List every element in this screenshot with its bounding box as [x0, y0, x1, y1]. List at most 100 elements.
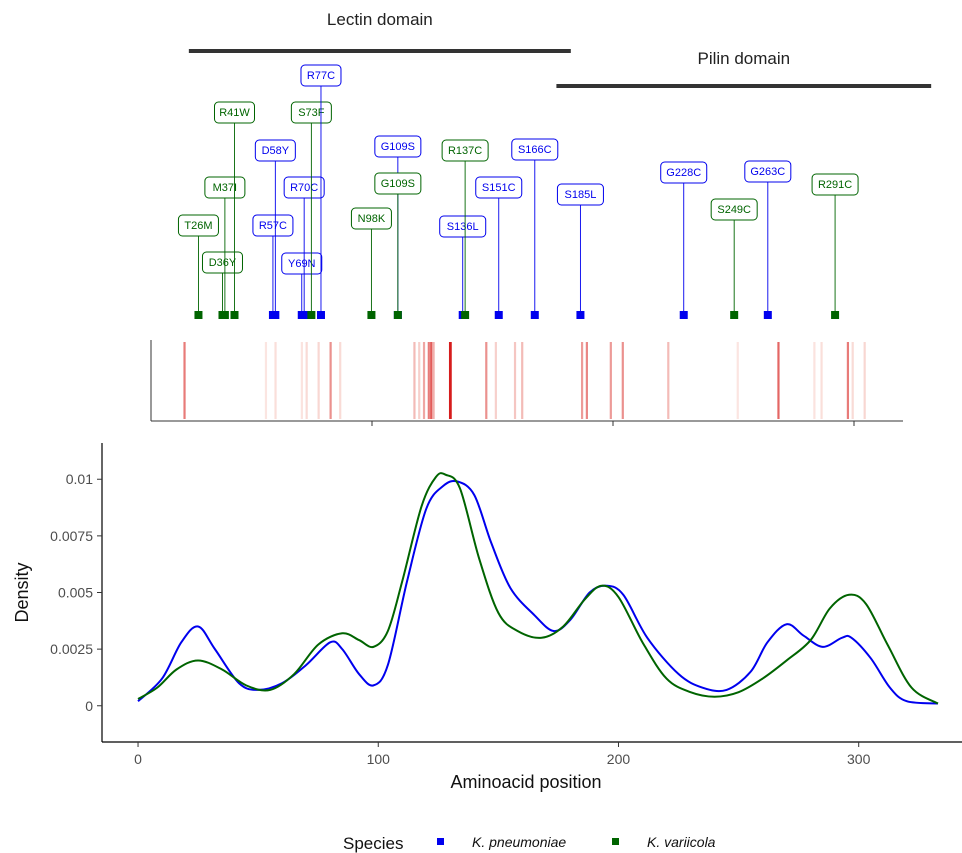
mutation-label: S73F [298, 107, 325, 119]
mutation-label: D58Y [262, 145, 290, 157]
mutation-label: N98K [358, 213, 386, 225]
mutation-point-k-variicola [220, 311, 229, 319]
mutation-point-k-variicola [831, 311, 840, 319]
mutation-label-box [475, 176, 523, 199]
mutation-label-box [283, 176, 325, 199]
heatmap-band [521, 342, 524, 419]
heatmap-band [317, 342, 320, 419]
heatmap-band [580, 342, 584, 419]
mutation-point-k-variicola [230, 311, 239, 319]
legend-key-k-variicola [612, 838, 619, 845]
y-tick-label: 0.0025 [50, 641, 93, 657]
heatmap-band [609, 342, 612, 419]
mutation-label: R291C [818, 179, 852, 191]
mutation-label: S166C [518, 144, 552, 156]
mutation-label-box [441, 139, 489, 162]
heatmap-band [418, 342, 421, 419]
annotation-panel: Lectin domain Pilin domain T26M D36Y M37I R41… [177, 10, 932, 319]
heatmap-band [274, 342, 277, 419]
mutation-label: D36Y [209, 257, 237, 269]
mutation-label: S249C [717, 204, 751, 216]
x-tick-label: 300 [847, 751, 871, 767]
mutation-label-box [744, 160, 792, 183]
heatmap-band [264, 342, 268, 419]
x-axis-title: Aminoacid position [450, 772, 601, 792]
mutation-label: R41W [219, 107, 250, 119]
y-tick-label: 0.005 [58, 585, 93, 601]
mutation-label: R57C [259, 220, 287, 232]
mutation-label: S151C [482, 182, 516, 194]
mutation-label-box [374, 135, 422, 158]
mutation-label: S185L [565, 189, 597, 201]
heatmap-band [339, 342, 342, 419]
heatmap-band [422, 342, 426, 419]
y-tick-label: 0.01 [66, 471, 93, 487]
mutation-label: G228C [666, 167, 701, 179]
heatmap-band [448, 342, 452, 419]
domain-label-pilin-domain: Pilin domain [697, 49, 790, 68]
mutation-label-box [556, 183, 604, 206]
mutation-point-k-pneumoniae [271, 311, 280, 319]
mutation-point-k-variicola [461, 311, 470, 319]
mutation-label-box [710, 198, 758, 221]
mutation-point-k-variicola [367, 311, 376, 319]
heatmap-band [494, 342, 497, 419]
mutation-point-k-pneumoniae [763, 311, 772, 319]
mutation-label-box [660, 161, 708, 184]
mutation-label-box [374, 172, 422, 195]
legend: Species K. pneumoniae K. variicola [343, 834, 716, 853]
mutation-label: S136L [447, 221, 479, 233]
density-panel: 0 0.0025 0.005 0.0075 0.01 0 100 200 300 Aminoaci… [12, 443, 962, 792]
mutation-label: Y69N [288, 258, 316, 270]
heatmap-band [813, 342, 816, 419]
mutation-label-box [350, 207, 392, 230]
legend-label-k-pneumoniae: K. pneumoniae [472, 834, 566, 850]
mutation-point-k-pneumoniae [300, 311, 309, 319]
mutation-point-k-pneumoniae [576, 311, 585, 319]
mutation-label: G109S [381, 141, 415, 153]
domain-label-lectin-domain: Lectin domain [327, 10, 433, 29]
mutation-point-k-pneumoniae [316, 311, 325, 319]
x-tick-label: 0 [134, 751, 142, 767]
mutation-label-box [439, 215, 487, 238]
mutation-label-box [213, 101, 255, 124]
heatmap-band [863, 342, 866, 419]
heatmap-band [846, 342, 850, 419]
mutation-point-k-pneumoniae [679, 311, 688, 319]
legend-label-k-variicola: K. variicola [647, 834, 716, 850]
mutation-label-box [201, 251, 243, 274]
heatmap-band [585, 342, 588, 419]
heatmap-band [820, 342, 823, 419]
mutation-label-box [177, 214, 219, 237]
mutation-point-k-variicola [307, 311, 316, 319]
mutation-label-box [252, 214, 294, 237]
heatmap-band [427, 342, 430, 419]
mutation-label-box [254, 139, 296, 162]
heatmap-band [183, 342, 186, 419]
y-tick-label: 0 [85, 698, 93, 714]
mutation-label: T26M [184, 220, 212, 232]
x-tick-label: 200 [607, 751, 631, 767]
y-tick-label: 0.0075 [50, 528, 93, 544]
heatmap-band [513, 342, 517, 419]
mutation-label: R77C [307, 70, 335, 82]
heatmap-band [432, 342, 435, 419]
mutation-label: R70C [290, 182, 318, 194]
mutation-point-k-pneumoniae [530, 311, 539, 319]
heatmap-band [851, 342, 854, 419]
mutation-label: R137C [448, 145, 482, 157]
mutation-label-box [511, 138, 559, 161]
heatmap-panel [150, 340, 903, 426]
heatmap-band [667, 342, 670, 419]
heatmap-band [736, 342, 739, 419]
x-tick-label: 100 [367, 751, 391, 767]
mutation-point-k-pneumoniae [494, 311, 503, 319]
mutation-point-k-variicola [194, 311, 203, 319]
legend-key-k-pneumoniae [437, 838, 444, 845]
heatmap-band [413, 342, 416, 419]
mutation-label: G263C [750, 166, 785, 178]
heatmap-band [430, 342, 433, 419]
heatmap-band [305, 342, 308, 419]
heatmap-band [485, 342, 488, 419]
